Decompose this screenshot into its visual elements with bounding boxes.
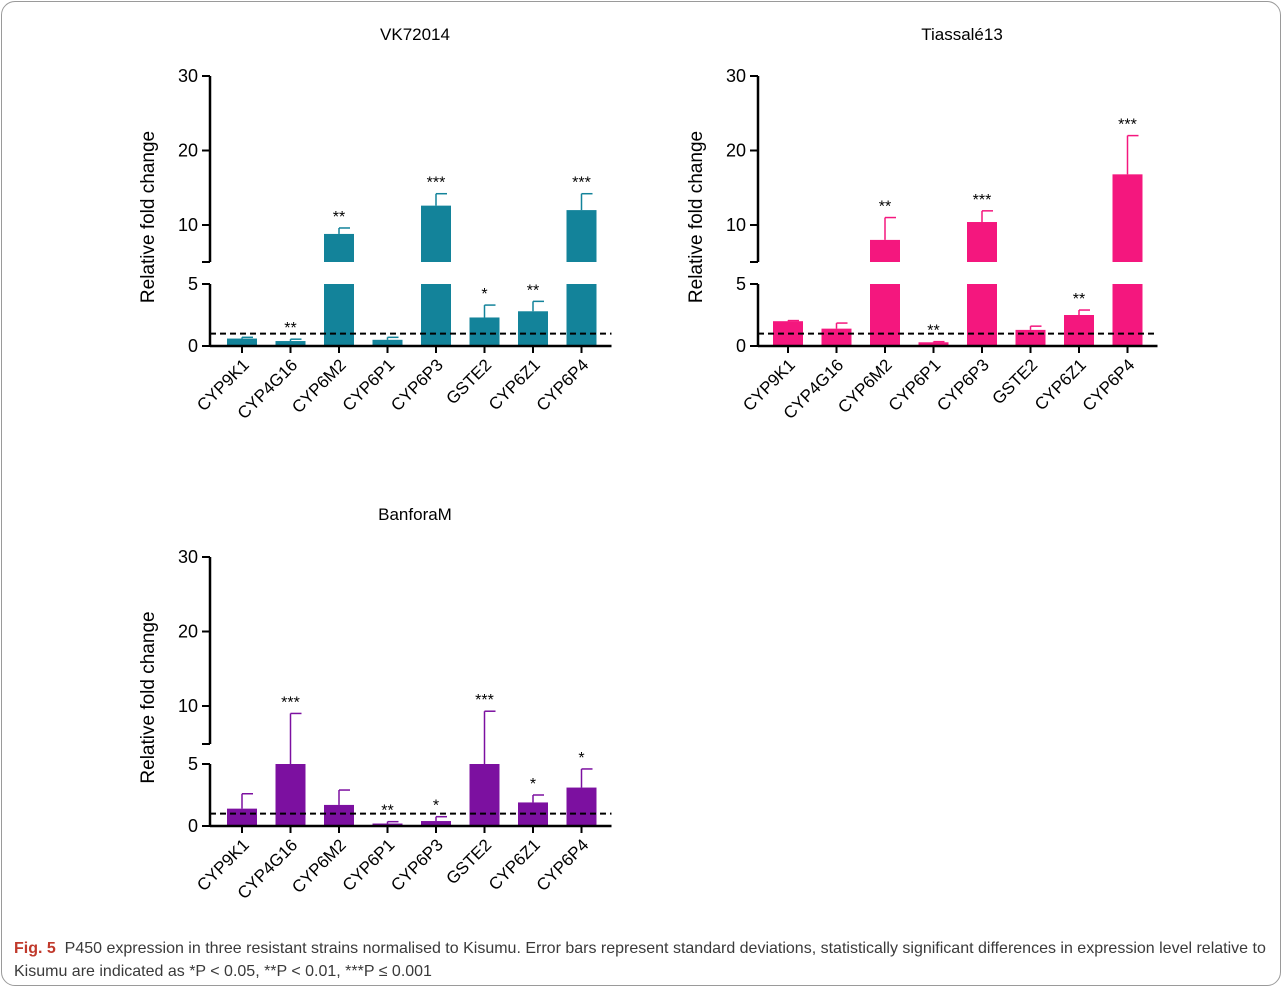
significance-label: **: [927, 323, 939, 340]
significance-label: ***: [572, 175, 591, 192]
bar-upper-CYP6P3: [967, 222, 997, 262]
bar-CYP6P1: [372, 339, 403, 346]
y-tick-label: 10: [178, 215, 198, 235]
y-tick-label: 0: [188, 336, 198, 356]
y-tick-label: 30: [178, 66, 198, 86]
bar-upper-CYP6M2: [870, 239, 900, 262]
x-tick-label: CYP6Z1: [485, 835, 544, 894]
chart-title: BanforaM: [378, 505, 452, 524]
bar-CYP6M2: [324, 804, 354, 826]
significance-label: ***: [281, 694, 300, 711]
x-tick-label: CYP6P1: [339, 835, 399, 895]
bar-GSTE2: [1015, 329, 1046, 346]
significance-label: ***: [427, 175, 446, 192]
bar-CYP4G16: [275, 341, 306, 346]
y-tick-label: 20: [726, 141, 746, 161]
bar-upper-CYP6P4: [1112, 174, 1143, 262]
y-tick-label: 20: [178, 622, 198, 642]
y-axis-label: Relative fold change: [138, 131, 159, 303]
figure-caption: Fig. 5 P450 expression in three resistan…: [14, 937, 1276, 983]
bar-upper-CYP6P3: [421, 205, 451, 262]
x-tick-label: CYP6Z1: [1031, 355, 1090, 414]
y-tick-label: 30: [178, 547, 198, 567]
bar-CYP6P3: [421, 821, 451, 826]
bar-CYP6P4: [1112, 284, 1143, 346]
significance-label: ***: [973, 192, 992, 209]
x-tick-label: CYP6P1: [885, 355, 945, 415]
significance-label: *: [433, 798, 439, 815]
y-axis-label: Relative fold change: [686, 131, 707, 303]
x-tick-label: CYP6M2: [288, 835, 350, 897]
y-tick-label: 10: [726, 215, 746, 235]
bar-CYP6P3: [421, 284, 451, 346]
x-tick-label: CYP6Z1: [485, 355, 544, 414]
x-tick-label: CYP6M2: [288, 355, 350, 417]
significance-label: ***: [475, 692, 494, 709]
bar-CYP6M2: [324, 284, 354, 346]
y-tick-label: 30: [726, 66, 746, 86]
bar-GSTE2: [469, 764, 500, 826]
bar-CYP9K1: [227, 808, 257, 826]
y-tick-label: 0: [736, 336, 746, 356]
significance-label: **: [284, 320, 296, 337]
significance-label: *: [578, 750, 584, 767]
bar-CYP6Z1: [1064, 315, 1094, 346]
bar-CYP6Z1: [518, 311, 548, 346]
x-tick-label: CYP6P3: [933, 355, 993, 415]
bar-CYP6M2: [870, 284, 900, 346]
chart-title: Tiassalé13: [921, 25, 1003, 44]
significance-label: **: [879, 199, 891, 216]
significance-label: *: [530, 776, 536, 793]
y-tick-label: 10: [178, 696, 198, 716]
significance-label: **: [381, 803, 393, 820]
y-tick-label: 0: [188, 816, 198, 836]
x-tick-label: CYP6M2: [834, 355, 896, 417]
significance-label: **: [527, 282, 539, 299]
significance-label: **: [1073, 291, 1085, 308]
bar-CYP4G16: [821, 328, 852, 346]
caption-text: P450 expression in three resistant strai…: [14, 940, 1266, 980]
y-axis-label: Relative fold change: [138, 611, 159, 783]
bar-CYP6P3: [967, 284, 997, 346]
x-tick-label: CYP6P4: [1079, 355, 1139, 415]
bar-CYP6P1: [918, 342, 949, 346]
bar-CYP9K1: [227, 338, 257, 346]
bar-GSTE2: [469, 317, 500, 346]
bar-CYP4G16: [275, 764, 306, 826]
significance-label: ***: [1118, 117, 1137, 134]
caption-label: Fig. 5: [14, 940, 56, 957]
y-tick-label: 20: [178, 141, 198, 161]
y-tick-label: 5: [188, 754, 198, 774]
bar-CYP6P4: [566, 284, 597, 346]
chart-title: VK72014: [380, 25, 450, 44]
x-tick-label: CYP6P4: [533, 355, 593, 415]
y-tick-label: 5: [736, 274, 746, 294]
x-tick-label: CYP6P1: [339, 355, 399, 415]
significance-label: **: [333, 209, 345, 226]
x-tick-label: CYP6P4: [533, 835, 593, 895]
x-tick-label: CYP6P3: [387, 355, 447, 415]
bar-upper-CYP6P4: [566, 210, 597, 262]
bar-CYP6P4: [566, 787, 597, 826]
y-tick-label: 5: [188, 274, 198, 294]
bar-upper-CYP6M2: [324, 233, 354, 262]
x-tick-label: CYP6P3: [387, 835, 447, 895]
significance-label: *: [481, 286, 487, 303]
